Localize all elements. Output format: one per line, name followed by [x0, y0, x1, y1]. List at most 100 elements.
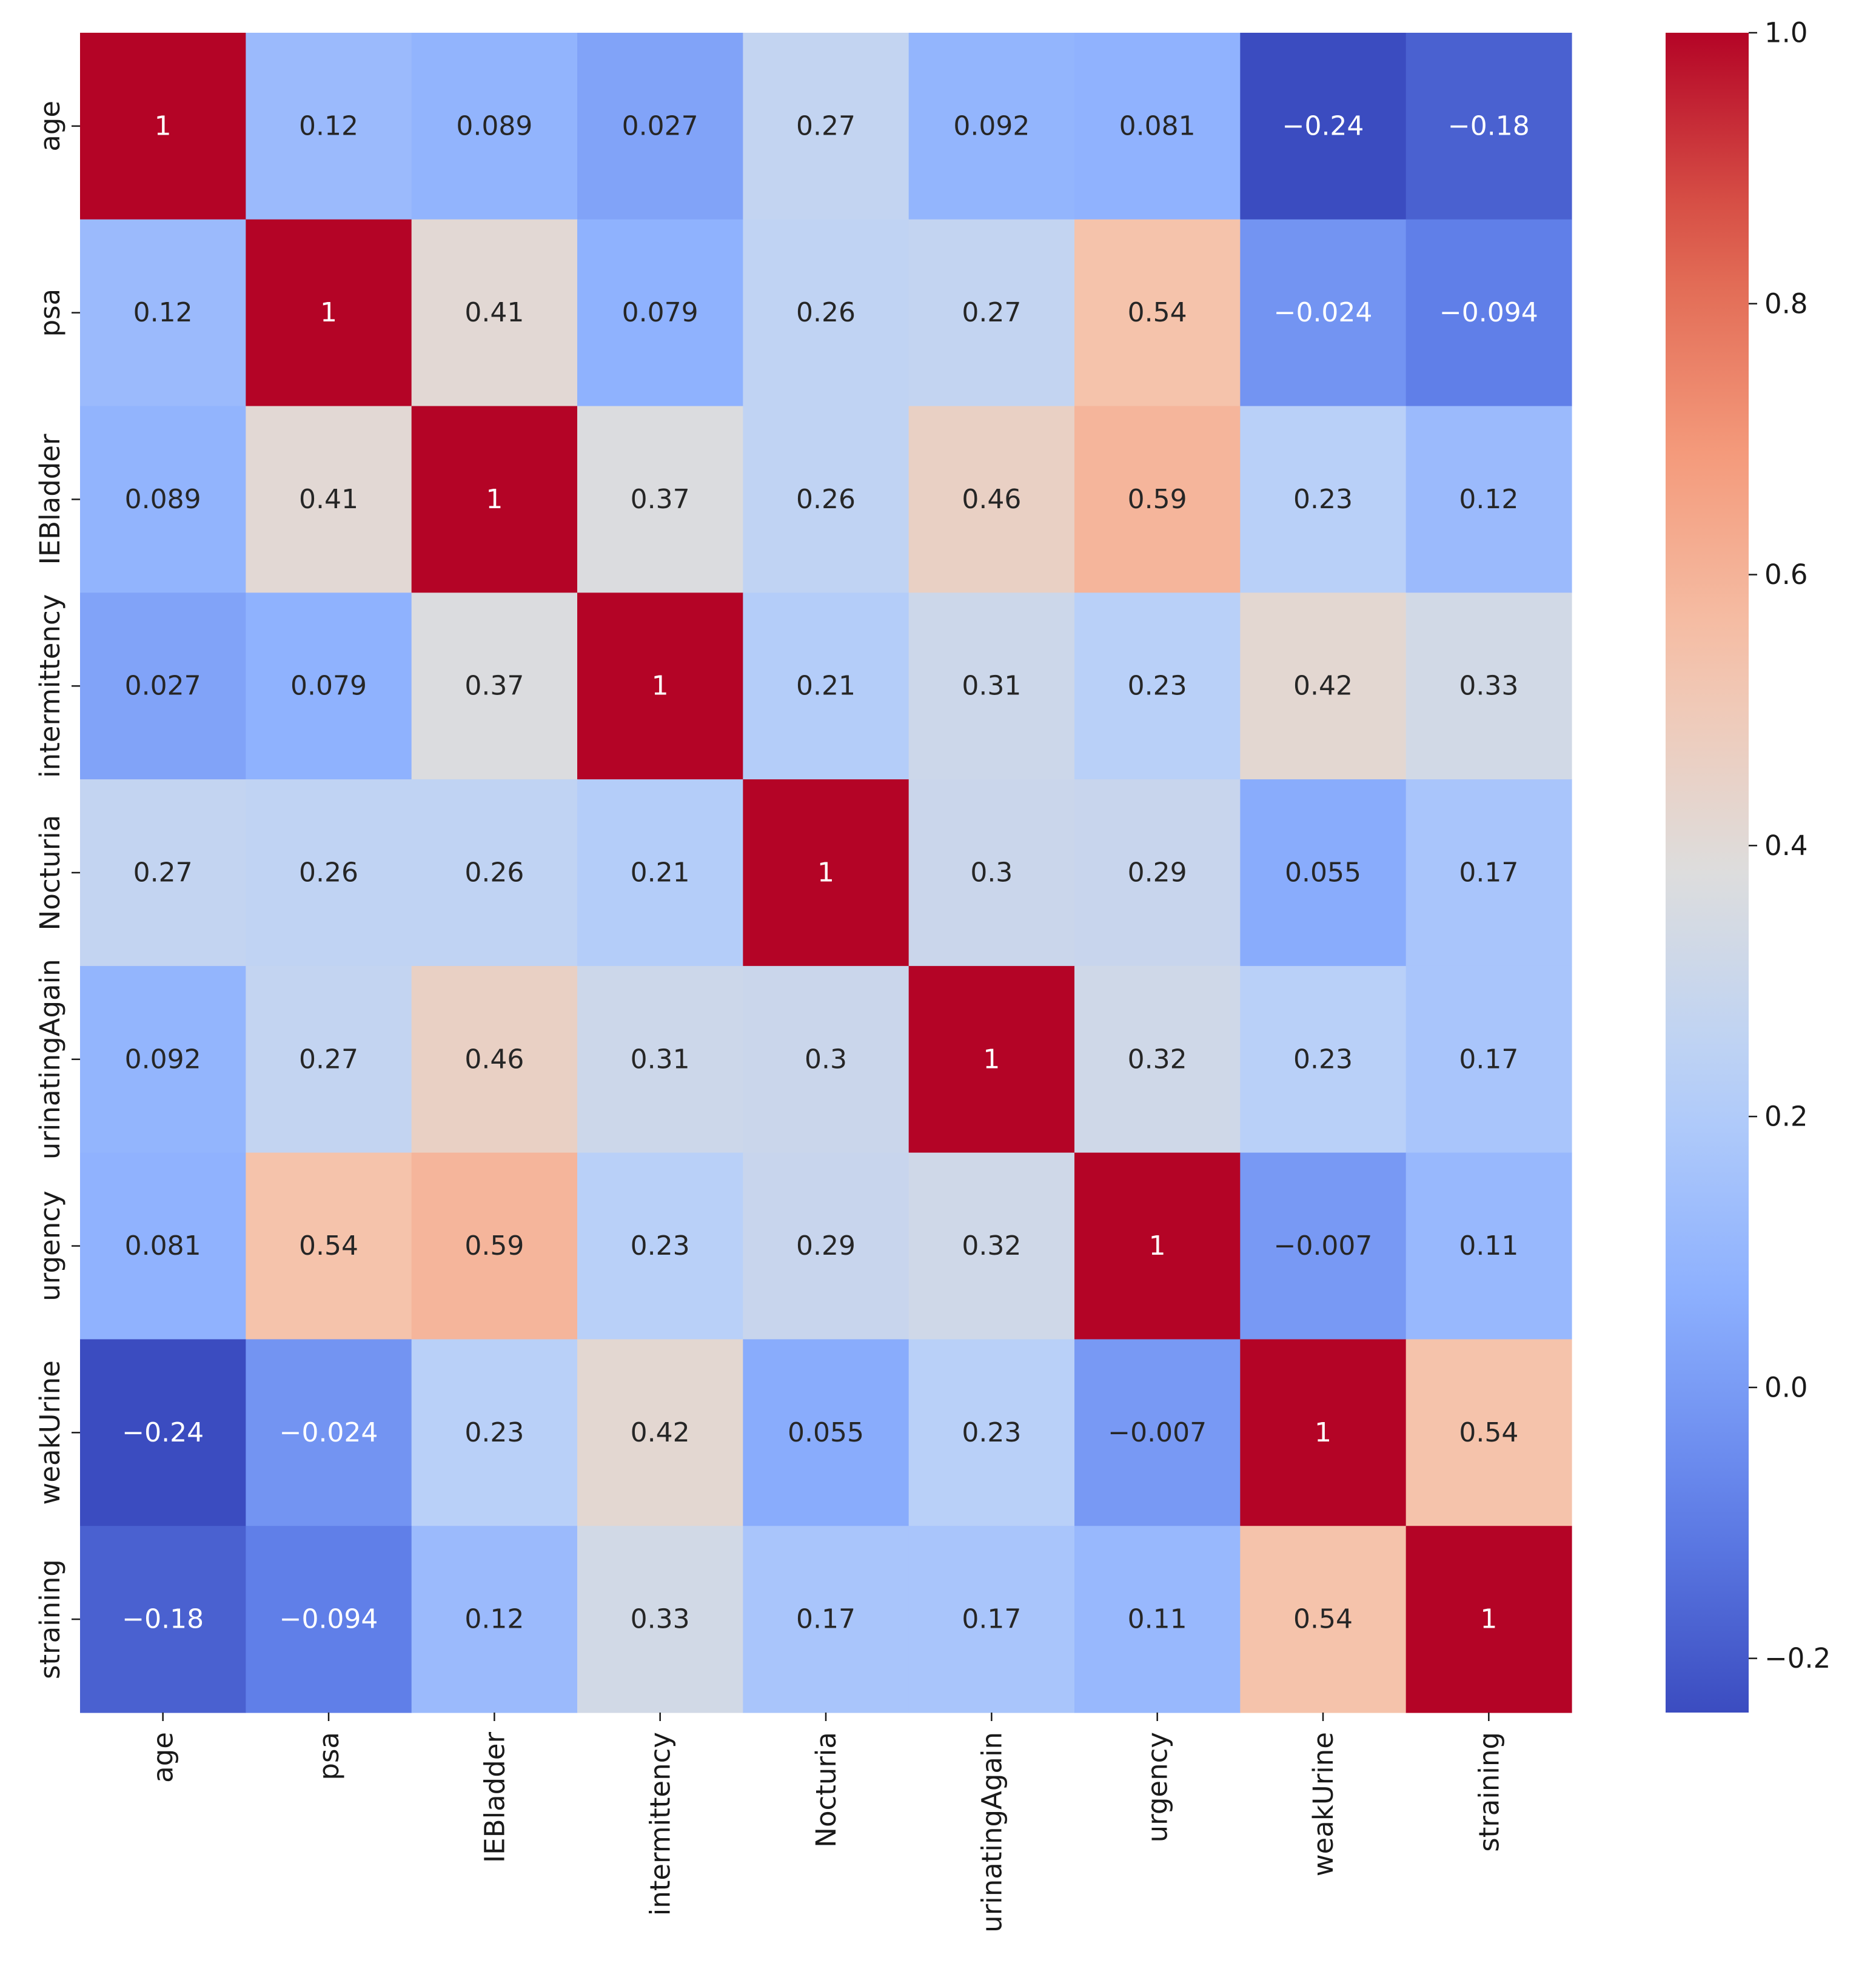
cell-annotation: 0.31	[631, 1044, 690, 1075]
heatmap-cell-Nocturia-straining	[1405, 779, 1572, 967]
cell-annotation: 1	[1315, 1417, 1332, 1448]
heatmap-cell-straining-age	[80, 1526, 246, 1713]
y-axis-tick-labels: age psa IEBladder intermittency Nocturia urin…	[34, 101, 80, 1679]
heatmap-cell-Nocturia-IEBladder	[411, 779, 578, 967]
heatmap-cell-straining-IEBladder	[411, 1526, 578, 1713]
cell-annotation: 1	[320, 297, 337, 328]
cell-annotation: −0.24	[122, 1417, 204, 1448]
cell-annotation: 0.27	[962, 297, 1021, 328]
heatmap-cell-urinatingAgain-urgency	[1074, 965, 1241, 1153]
heatmap-cell-IEBladder-straining	[1405, 406, 1572, 593]
heatmap-cell-psa-urinatingAgain	[908, 219, 1075, 407]
heatmap-cells	[80, 33, 1572, 1713]
heatmap-cell-intermittency-intermittency	[577, 592, 743, 780]
cell-annotation: 1	[652, 671, 669, 702]
cell-annotation: 0.54	[1459, 1417, 1518, 1448]
cell-annotation: 0.59	[464, 1230, 524, 1261]
y-tick-label-intermittency: intermittency	[34, 594, 66, 778]
heatmap-cell-psa-psa	[246, 219, 412, 407]
cell-annotation: −0.18	[122, 1604, 204, 1635]
heatmap-cell-weakUrine-weakUrine	[1240, 1339, 1407, 1526]
cell-annotation: 0.54	[1128, 297, 1187, 328]
heatmap-cell-intermittency-age	[80, 592, 246, 780]
heatmap-cell-straining-intermittency	[577, 1526, 743, 1713]
cell-annotation: 0.41	[464, 297, 524, 328]
cell-annotation: −0.18	[1448, 110, 1530, 141]
y-tick-label-urgency: urgency	[34, 1190, 66, 1301]
heatmap-cell-IEBladder-urgency	[1074, 406, 1241, 593]
heatmap-cell-psa-age	[80, 219, 246, 407]
x-tick-label-urinatingAgain: urinatingAgain	[976, 1732, 1008, 1933]
heatmap-cell-age-psa	[246, 33, 412, 220]
y-tick-label-straining: straining	[34, 1559, 66, 1679]
heatmap-cell-intermittency-weakUrine	[1240, 592, 1407, 780]
heatmap-cell-psa-straining	[1405, 219, 1572, 407]
y-tick-label-age: age	[34, 101, 66, 152]
cell-annotation: −0.094	[1439, 297, 1538, 328]
cell-annotation: 0.027	[125, 671, 201, 702]
cell-annotation: 0.26	[796, 297, 856, 328]
heatmap-cell-weakUrine-urgency	[1074, 1339, 1241, 1526]
cell-annotation: 0.092	[125, 1044, 201, 1075]
heatmap-cell-psa-urgency	[1074, 219, 1241, 407]
cell-annotation: 0.027	[622, 110, 698, 141]
cell-annotation: 0.31	[962, 671, 1021, 702]
cell-annotation: 0.54	[299, 1230, 358, 1261]
heatmap-cell-age-straining	[1405, 33, 1572, 220]
y-tick-label-urinatingAgain: urinatingAgain	[34, 959, 66, 1159]
cell-annotation: 0.23	[1128, 671, 1187, 702]
cell-annotation: 0.23	[631, 1230, 690, 1261]
cell-annotation: 0.27	[299, 1044, 358, 1075]
cell-annotation: 0.54	[1293, 1604, 1353, 1635]
heatmap-cell-urgency-urinatingAgain	[908, 1152, 1075, 1340]
cell-annotation: 0.081	[125, 1230, 201, 1261]
y-tick-label-Nocturia: Nocturia	[34, 815, 66, 931]
cell-annotation: 0.29	[1128, 857, 1187, 888]
cell-annotation: −0.024	[1274, 297, 1373, 328]
cell-annotation: 0.21	[631, 857, 690, 888]
heatmap-cell-age-IEBladder	[411, 33, 578, 220]
heatmap-cell-Nocturia-weakUrine	[1240, 779, 1407, 967]
heatmap-cell-IEBladder-urinatingAgain	[908, 406, 1075, 593]
heatmap-cell-IEBladder-age	[80, 406, 246, 593]
heatmap-cell-urgency-Nocturia	[743, 1152, 910, 1340]
heatmap-cell-intermittency-psa	[246, 592, 412, 780]
cell-annotation: 0.081	[1119, 110, 1196, 141]
cell-annotation: 0.055	[788, 1417, 864, 1448]
cell-annotation: 0.092	[953, 110, 1030, 141]
heatmap-cell-urgency-IEBladder	[411, 1152, 578, 1340]
heatmap-cell-urinatingAgain-weakUrine	[1240, 965, 1407, 1153]
heatmap-cell-urgency-psa	[246, 1152, 412, 1340]
cell-annotation: 1	[1480, 1604, 1497, 1635]
cell-annotation: 0.46	[962, 484, 1021, 515]
cell-annotation: 1	[817, 857, 834, 888]
heatmap-cell-urinatingAgain-psa	[246, 965, 412, 1153]
heatmap-cell-Nocturia-Nocturia	[743, 779, 910, 967]
heatmap-cell-intermittency-urinatingAgain	[908, 592, 1075, 780]
cell-annotation: 0.59	[1128, 484, 1187, 515]
heatmap-cell-weakUrine-Nocturia	[743, 1339, 910, 1526]
x-tick-label-age: age	[147, 1732, 179, 1783]
heatmap-cell-IEBladder-Nocturia	[743, 406, 910, 593]
heatmap-cell-Nocturia-age	[80, 779, 246, 967]
heatmap-cell-intermittency-IEBladder	[411, 592, 578, 780]
heatmap-cell-IEBladder-intermittency	[577, 406, 743, 593]
cell-annotation: 0.29	[796, 1230, 856, 1261]
colorbar-tick-label: 0.2	[1764, 1101, 1808, 1133]
cell-annotation: 0.21	[796, 671, 856, 702]
cell-annotations: 1 0.12 0.089 0.027 0.27 0.092 0.081 −0.24 −0.18 0…	[122, 110, 1538, 1634]
heatmap-cell-urinatingAgain-Nocturia	[743, 965, 910, 1153]
heatmap-cell-urinatingAgain-urinatingAgain	[908, 965, 1075, 1153]
cell-annotation: 0.32	[962, 1230, 1021, 1261]
heatmap-cell-intermittency-urgency	[1074, 592, 1241, 780]
heatmap-cell-urgency-straining	[1405, 1152, 1572, 1340]
colorbar-tick-label: 1.0	[1764, 17, 1808, 49]
cell-annotation: 0.26	[464, 857, 524, 888]
heatmap-cell-urgency-urgency	[1074, 1152, 1241, 1340]
cell-annotation: 0.27	[133, 857, 193, 888]
cell-annotation: 0.3	[805, 1044, 847, 1075]
heatmap-cell-psa-IEBladder	[411, 219, 578, 407]
cell-annotation: 0.42	[1293, 671, 1353, 702]
cell-annotation: −0.007	[1274, 1230, 1373, 1261]
heatmap-cell-IEBladder-weakUrine	[1240, 406, 1407, 593]
